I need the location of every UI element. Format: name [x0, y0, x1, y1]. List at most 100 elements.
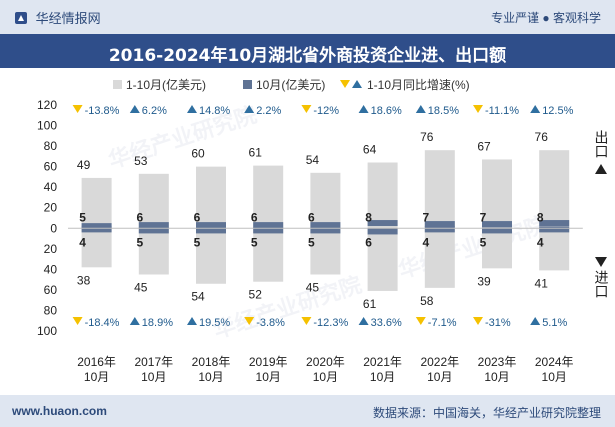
- import-cum-bar: [253, 228, 284, 282]
- export-cum-label: 67: [477, 139, 491, 153]
- export-month-label: 6: [308, 210, 315, 224]
- chart: 1-10月(亿美元) 10月(亿美元) 1-10月同比增速(%)1201008060…: [37, 77, 583, 384]
- import-month-label: 5: [308, 235, 315, 249]
- website-link[interactable]: www.huaon.com: [12, 404, 107, 418]
- brand-logo-icon: [15, 12, 27, 24]
- export-cum-bar: [424, 150, 455, 229]
- export-cum-bar: [539, 150, 570, 229]
- yoy-label: 33.6%: [371, 317, 402, 329]
- triangle-down-icon: [595, 257, 607, 267]
- export-cum-bar: [310, 172, 341, 229]
- x-tick-label: 2016年 10月: [77, 355, 116, 384]
- import-cum-label: 54: [191, 290, 205, 304]
- triangle-up-icon: [129, 105, 140, 113]
- y-tick-label: 0: [50, 221, 57, 235]
- yoy-label: 12.5%: [542, 105, 573, 117]
- import-month-label: 5: [136, 235, 143, 249]
- export-cum-bar: [367, 162, 398, 229]
- yoy-label: 19.5%: [199, 317, 230, 329]
- export-month-label: 6: [251, 210, 258, 224]
- yoy-label: -18.4%: [85, 317, 120, 329]
- export-cum-bar: [81, 177, 112, 229]
- header-bar: 华经情报网 专业严谨 ● 客观科学: [0, 0, 615, 34]
- export-month-bar: [196, 222, 226, 229]
- yoy-label: 2.2%: [256, 105, 281, 117]
- export-month-bar: [138, 222, 169, 229]
- yoy-label: 18.9%: [142, 317, 173, 329]
- import-cum-bar: [310, 228, 341, 275]
- triangle-up-icon: [530, 317, 541, 325]
- y-tick-label: 80: [44, 303, 58, 317]
- export-cum-label: 61: [249, 146, 263, 160]
- import-month-bar: [482, 227, 512, 234]
- import-month-bar: [138, 227, 169, 234]
- triangle-up-icon: [187, 317, 197, 325]
- yoy-label: -12.3%: [313, 317, 348, 329]
- export-month-bar: [539, 220, 570, 227]
- import-cum-bar: [424, 228, 455, 288]
- import-month-bar: [196, 227, 226, 234]
- legend-cum-label: 1-10月(亿美元): [126, 77, 206, 92]
- import-month-label: 4: [79, 235, 86, 249]
- legend-down-triangle-icon: [340, 80, 350, 88]
- export-month-bar: [81, 223, 112, 230]
- export-month-label: 7: [422, 210, 429, 224]
- import-cum-label: 58: [420, 294, 434, 308]
- export-month-label: 5: [79, 210, 86, 224]
- import-cum-bar: [196, 228, 226, 284]
- triangle-up-icon: [415, 105, 426, 113]
- import-month-label: 4: [422, 235, 429, 249]
- x-tick-label: 2017年 10月: [134, 355, 173, 384]
- yoy-label: 5.1%: [542, 317, 567, 329]
- yoy-label: 18.6%: [371, 105, 402, 117]
- export-month-label: 6: [136, 210, 143, 224]
- export-cum-label: 76: [420, 130, 434, 144]
- import-month-label: 5: [480, 235, 487, 249]
- triangle-up-icon: [530, 105, 541, 113]
- y-tick-label: 120: [37, 98, 57, 112]
- triangle-up-icon: [244, 105, 255, 113]
- brand-name: 华经情报网: [35, 11, 101, 26]
- export-cum-label: 53: [134, 154, 148, 168]
- x-tick-label: 2018年 10月: [192, 355, 231, 384]
- yoy-label: 6.2%: [142, 105, 167, 117]
- import-month-bar: [310, 227, 341, 234]
- export-month-bar: [424, 221, 455, 228]
- export-cum-label: 54: [306, 153, 320, 167]
- export-month-bar: [253, 222, 284, 229]
- brand: 华经情报网: [14, 8, 101, 27]
- import-cum-label: 45: [134, 281, 148, 295]
- import-month-bar: [367, 228, 398, 235]
- triangle-up-icon: [595, 164, 607, 174]
- import-cum-label: 45: [306, 281, 320, 295]
- export-month-label: 8: [537, 210, 544, 224]
- export-month-label: 7: [480, 210, 487, 224]
- title-bar: 2016-2024年10月湖北省外商投资企业进、出口额: [0, 34, 615, 68]
- triangle-down-icon: [301, 317, 312, 325]
- yoy-label: -3.8%: [256, 317, 285, 329]
- export-month-bar: [482, 221, 512, 228]
- legend-up-triangle-icon: [352, 80, 362, 88]
- import-month-bar: [81, 226, 112, 233]
- export-cum-label: 64: [363, 143, 377, 157]
- legend-month-label: 10月(亿美元): [256, 77, 325, 92]
- import-cum-bar: [539, 228, 570, 271]
- export-side-label: 出口: [591, 130, 611, 174]
- data-source: 数据来源：中国海关，华经产业研究院整理: [372, 406, 601, 420]
- y-tick-label: 100: [37, 324, 57, 338]
- export-cum-bar: [138, 173, 169, 229]
- export-cum-label: 76: [535, 130, 549, 144]
- export-month-label: 6: [194, 210, 201, 224]
- yoy-label: -11.1%: [485, 105, 519, 117]
- import-month-label: 6: [365, 235, 372, 249]
- tagline: 专业严谨 ● 客观科学: [491, 11, 601, 25]
- legend-month-swatch: [243, 80, 252, 89]
- x-tick-label: 2022年 10月: [420, 355, 459, 384]
- y-tick-label: 80: [44, 139, 58, 153]
- export-month-bar: [310, 222, 341, 229]
- triangle-down-icon: [301, 105, 312, 113]
- y-tick-label: 20: [44, 242, 58, 256]
- y-tick-label: 60: [44, 160, 58, 174]
- import-month-label: 5: [251, 235, 258, 249]
- import-side-label: 进口: [591, 257, 611, 301]
